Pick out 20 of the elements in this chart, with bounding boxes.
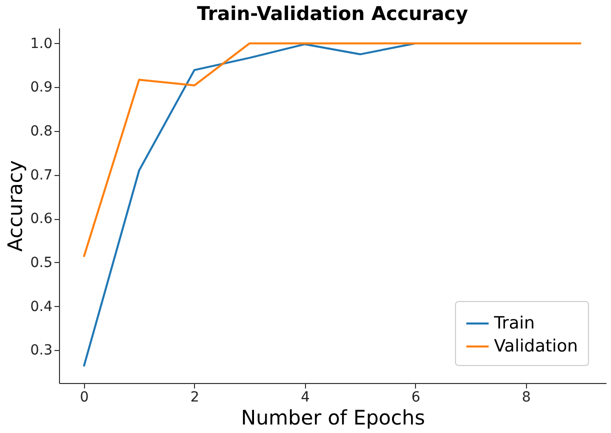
y-axis-title: Accuracy [3,160,28,252]
line-series [82,42,416,368]
x-tick-label: 4 [300,390,310,406]
line-series [82,42,582,258]
x-axis-title: Number of Epochs [241,406,425,430]
x-tick-label: 2 [190,390,200,406]
y-tick-label: 0.4 [30,298,53,315]
x-tick-label: 0 [80,390,89,406]
x-tick-label: 6 [411,390,420,406]
legend-label: Validation [494,336,578,356]
y-tick-label: 0.6 [30,211,53,228]
y-tick-label: 0.3 [30,342,52,359]
chart-title: Train-Validation Accuracy [197,3,469,25]
y-tick-label: 0.8 [30,123,52,140]
x-tick-label: 8 [522,390,531,406]
y-tick-label: 0.7 [30,167,52,184]
y-tick-label: 0.5 [30,254,52,271]
y-tick-label: 1.0 [30,36,52,52]
y-tick-label: 0.9 [30,80,52,96]
legend-label: Train [493,314,535,334]
